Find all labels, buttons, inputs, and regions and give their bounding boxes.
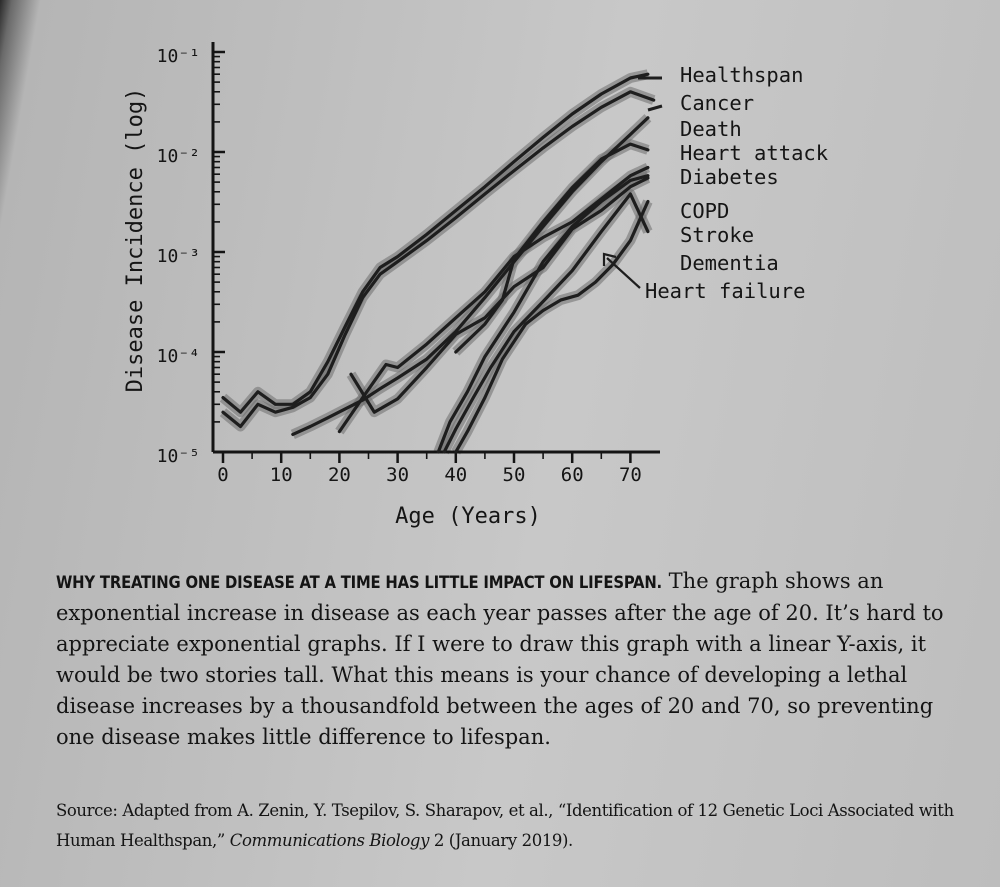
series-label: COPD xyxy=(680,199,729,223)
source-text-end: 2 (January 2019). xyxy=(429,831,573,850)
series-label: Stroke xyxy=(680,223,754,247)
shaded-bands xyxy=(219,69,656,455)
series-line xyxy=(454,199,650,454)
x-tick-label: 70 xyxy=(619,464,642,486)
series-lines xyxy=(221,72,656,454)
y-tick-label: 10⁻⁴ xyxy=(157,346,200,367)
source-journal: Communications Biology xyxy=(229,831,430,850)
figure-caption: WHY TREATING ONE DISEASE AT A TIME HAS L… xyxy=(56,566,956,753)
disease-incidence-chart: 10⁻⁵ 10⁻⁴ 10⁻³ 10⁻² 10⁻¹ 0 10 20 30 40 50 60 70 Heal… xyxy=(123,42,829,529)
x-tick-label: 0 xyxy=(217,464,228,486)
x-tick-label: 10 xyxy=(270,464,293,486)
caption-title: WHY TREATING ONE DISEASE AT A TIME HAS L… xyxy=(56,573,662,592)
x-axis-label: Age (Years) xyxy=(395,504,541,529)
series-label: Death xyxy=(680,117,742,141)
series-line xyxy=(337,165,650,434)
series-line xyxy=(436,174,650,454)
caption-body: The graph shows an exponential increase … xyxy=(56,569,944,749)
series-line xyxy=(221,90,656,429)
series-line xyxy=(442,192,650,454)
series-label: Dementia xyxy=(680,251,779,275)
x-tick-label: 20 xyxy=(328,464,351,486)
series-line xyxy=(221,72,650,414)
source-text: Adapted from A. Zenin, Y. Tsepilov, S. S… xyxy=(56,801,954,850)
y-tick-label: 10⁻³ xyxy=(157,246,200,267)
source-citation: Source: Adapted from A. Zenin, Y. Tsepil… xyxy=(56,796,956,856)
series-label: Heart attack xyxy=(680,141,829,165)
y-tick-label: 10⁻⁵ xyxy=(157,446,200,467)
label-leader xyxy=(647,104,663,112)
series-line xyxy=(291,116,650,436)
y-tick-label: 10⁻¹ xyxy=(157,46,200,67)
series-label: Healthspan xyxy=(680,63,803,87)
series-label: Heart failure xyxy=(645,279,805,303)
series-band xyxy=(219,86,656,432)
x-tick-label: 30 xyxy=(386,464,409,486)
series-label: Diabetes xyxy=(680,165,779,189)
arrow-line xyxy=(606,257,641,289)
arrow-head-icon xyxy=(602,252,617,266)
chart-axes: 10⁻⁵ 10⁻⁴ 10⁻³ 10⁻² 10⁻¹ 0 10 20 30 40 50 60 70 xyxy=(157,42,660,486)
x-tick-label: 40 xyxy=(444,464,467,486)
series-label: Cancer xyxy=(680,91,754,115)
source-label: Source: xyxy=(56,801,118,820)
series-line xyxy=(349,176,650,414)
y-tick-label: 10⁻² xyxy=(157,146,200,167)
x-tick-label: 50 xyxy=(503,464,526,486)
y-axis-label: Disease Incidence (log) xyxy=(123,88,148,393)
series-line xyxy=(454,142,650,354)
x-tick-label: 60 xyxy=(561,464,584,486)
